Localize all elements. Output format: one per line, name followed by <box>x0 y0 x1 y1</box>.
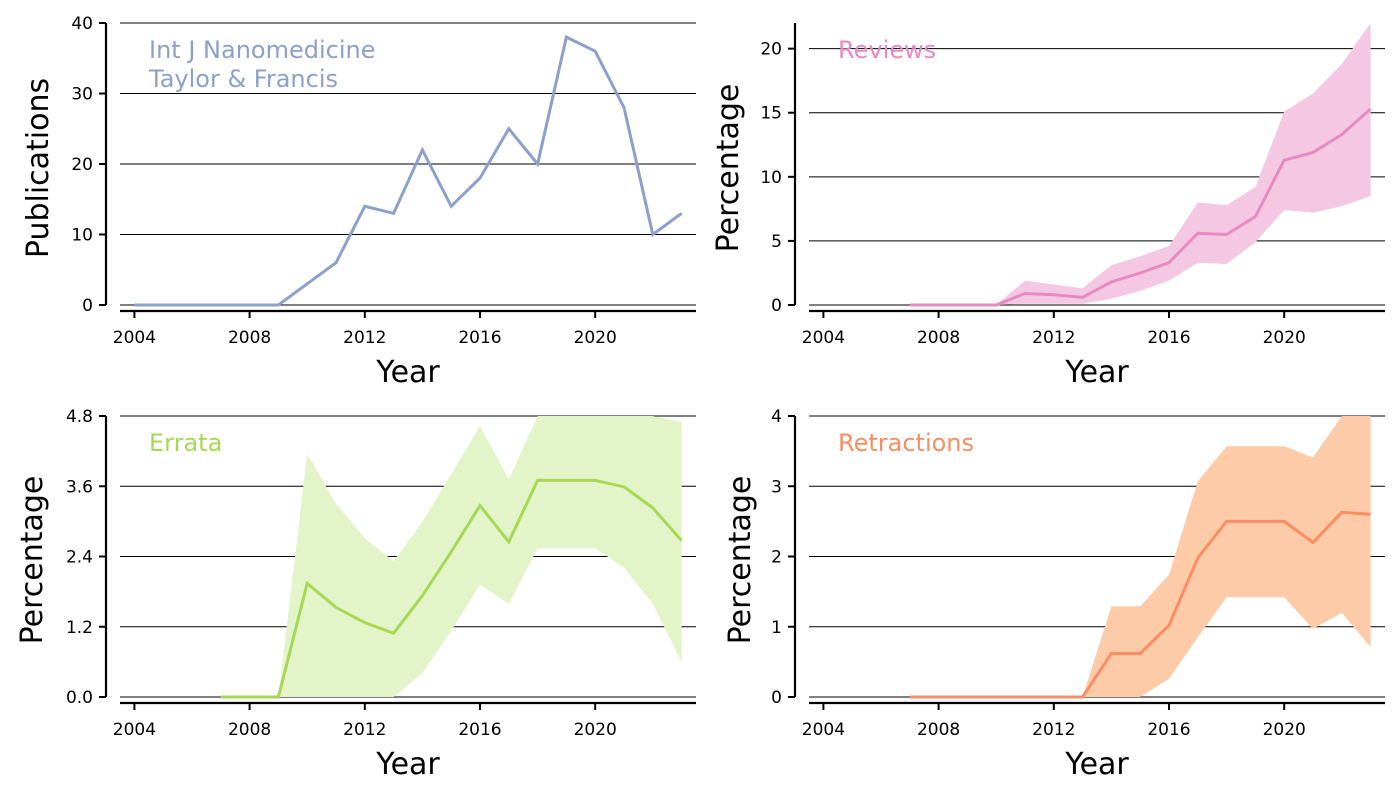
x-tick-label-2004: 2004 <box>113 328 156 348</box>
annotation-int-j-nanomedicine: Int J Nanomedicine <box>149 36 375 64</box>
y-tick-label-0-0: 0.0 <box>66 688 93 708</box>
y-tick-label-1-2: 1.2 <box>66 618 93 638</box>
errata-panel: 2004 2008 2012 2016 2020 0.0 1.2 2.4 3.6 4.8 Year P… <box>15 407 696 782</box>
x-tick-label-2012: 2012 <box>1032 328 1075 348</box>
x-tick-label-2020: 2020 <box>1263 328 1306 348</box>
y-tick-label-40: 40 <box>71 14 93 34</box>
confidence-band <box>909 23 1371 305</box>
y-tick-label-4-8: 4.8 <box>66 407 93 427</box>
y-tick-label-3: 3 <box>771 477 782 497</box>
annotation-retractions: Retractions <box>838 429 974 457</box>
y-tick-label-5: 5 <box>771 232 782 252</box>
x-axis-title: Year <box>375 355 440 390</box>
series-line <box>134 34 683 307</box>
y-tick-label-30: 30 <box>71 85 93 105</box>
x-tick-label-2008: 2008 <box>228 328 271 348</box>
x-tick-label-2016: 2016 <box>1147 328 1190 348</box>
y-tick-label-4: 4 <box>771 407 782 427</box>
x-tick-label-2012: 2012 <box>1032 720 1075 740</box>
y-tick-label-15: 15 <box>760 104 782 124</box>
confidence-band <box>220 416 682 697</box>
x-axis-title: Year <box>1064 355 1129 390</box>
y-tick-label-10: 10 <box>760 168 782 188</box>
retractions-panel: 2004 2008 2012 2016 2020 0 1 2 3 4 Year Percentage R… <box>723 407 1385 782</box>
y-tick-label-20: 20 <box>760 40 782 60</box>
y-tick-label-3-6: 3.6 <box>66 477 93 497</box>
y-tick-label-0: 0 <box>771 296 782 316</box>
y-tick-label-10: 10 <box>71 226 93 246</box>
x-tick-label-2012: 2012 <box>343 720 386 740</box>
x-tick-label-2008: 2008 <box>228 720 271 740</box>
y-axis-title: Publications <box>21 78 56 258</box>
confidence-band <box>909 416 1371 697</box>
x-tick-label-2004: 2004 <box>802 720 845 740</box>
x-axis-title: Year <box>375 747 440 782</box>
y-tick-label-2: 2 <box>771 548 782 568</box>
annotation-taylor-francis: Taylor & Francis <box>148 65 338 93</box>
x-tick-label-2004: 2004 <box>113 720 156 740</box>
x-axis-title: Year <box>1064 747 1129 782</box>
publications-panel: 2004 2008 2012 2016 2020 0 10 20 30 40 Year Publica… <box>21 14 696 390</box>
x-tick-label-2012: 2012 <box>343 328 386 348</box>
reviews-panel: 2004 2008 2012 2016 2020 0 5 10 15 20 Year Percenta… <box>711 23 1385 390</box>
y-tick-label-0: 0 <box>771 688 782 708</box>
x-tick-label-2016: 2016 <box>458 328 501 348</box>
y-tick-label-20: 20 <box>71 155 93 175</box>
x-tick-label-2004: 2004 <box>802 328 845 348</box>
x-tick-label-2020: 2020 <box>574 328 617 348</box>
x-tick-label-2020: 2020 <box>1263 720 1306 740</box>
y-axis-title: Percentage <box>15 476 50 645</box>
annotation-reviews: Reviews <box>838 36 936 64</box>
y-tick-label-2-4: 2.4 <box>66 548 93 568</box>
x-tick-label-2020: 2020 <box>574 720 617 740</box>
y-tick-label-0: 0 <box>82 296 93 316</box>
x-tick-label-2008: 2008 <box>917 720 960 740</box>
x-tick-label-2016: 2016 <box>1147 720 1190 740</box>
y-tick-label-1: 1 <box>771 618 782 638</box>
x-tick-label-2008: 2008 <box>917 328 960 348</box>
annotation-errata: Errata <box>149 429 222 457</box>
y-axis-title: Percentage <box>723 476 758 645</box>
x-tick-label-2016: 2016 <box>458 720 501 740</box>
y-axis-title: Percentage <box>711 84 746 253</box>
